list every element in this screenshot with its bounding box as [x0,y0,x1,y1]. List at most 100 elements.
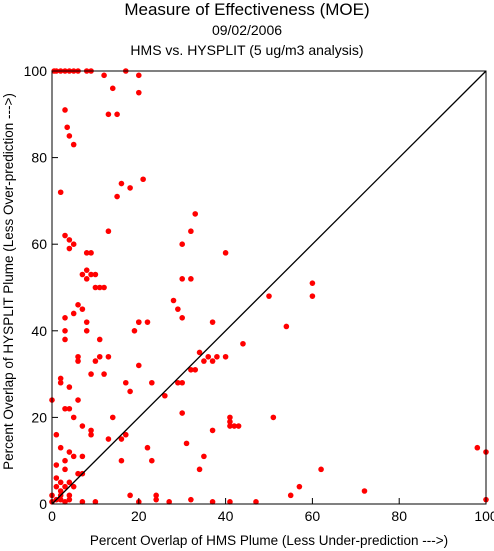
data-point [214,353,220,360]
data-point [209,319,216,325]
data-point [227,499,233,505]
data-point [235,423,242,429]
data-point [287,492,294,499]
data-point [88,250,94,256]
data-point [66,133,73,139]
data-point [179,379,185,386]
data-point [75,353,81,360]
data-point [75,470,81,477]
data-point [66,237,73,243]
data-point [196,466,203,473]
data-point [83,276,90,282]
data-point [57,444,64,451]
data-point [175,306,181,312]
data-point [118,180,125,187]
data-point [83,328,90,334]
data-point [53,431,60,438]
data-point [66,479,73,486]
data-point [361,488,368,494]
data-point [70,414,77,421]
data-point [64,124,70,131]
data-point [127,492,133,499]
data-point [109,414,116,421]
x-tick-label: 60 [305,508,321,524]
data-point [136,319,142,325]
data-point [92,284,99,291]
data-point [196,349,203,356]
data-point [162,392,168,399]
data-point [83,319,90,325]
data-point [222,250,229,256]
data-point [209,499,216,505]
plot-frame [51,70,487,505]
data-point [188,366,194,373]
data-point [105,353,112,360]
data-point [170,297,177,304]
data-point [266,293,272,299]
data-point [127,388,133,395]
data-point [62,315,68,321]
data-point [101,284,107,291]
data-point [53,475,60,481]
data-point [88,427,94,434]
data-point [57,496,64,503]
data-points [49,68,489,505]
x-tick-label: 100 [474,508,494,524]
data-point [192,366,199,373]
x-tick-label: 40 [218,508,234,524]
data-point [79,453,86,460]
data-point [201,453,207,460]
data-point [101,371,107,377]
data-point [105,436,112,442]
data-point [131,328,138,334]
data-point [96,284,103,291]
data-point [88,371,94,377]
data-point [201,358,207,364]
data-point [149,457,155,464]
data-point [83,267,90,273]
data-point [227,423,233,429]
data-point [92,271,99,278]
data-point [227,414,233,421]
data-point [179,315,185,321]
data-point [66,384,73,390]
data-point [83,250,90,256]
data-point [205,353,212,360]
data-point [101,72,107,79]
data-point [57,379,64,386]
data-point [79,499,86,505]
data-point [144,319,151,325]
data-point [209,427,216,434]
data-point [127,185,133,191]
data-point [122,431,129,438]
chart-subtitle: HMS vs. HYSPLIT (5 ug/m3 analysis) [130,42,364,58]
data-point [153,492,159,499]
data-point [175,379,181,386]
data-point [62,466,68,473]
data-point [283,323,290,330]
y-tick-label: 0 [39,496,47,512]
data-point [57,479,64,486]
data-point [79,271,86,278]
data-point [144,444,151,451]
data-point [136,72,142,79]
data-point [70,310,77,317]
data-point [179,241,185,247]
data-point [105,111,112,118]
y-tick-label: 20 [31,409,47,425]
data-point [75,358,81,364]
data-point [231,423,238,429]
data-point [270,414,277,421]
data-point [188,276,194,282]
data-point [96,353,103,360]
y-tick-label: 100 [24,63,48,79]
data-point [79,423,86,429]
y-axis-ticks: 0 20 40 60 80 100 [24,63,58,512]
data-point [240,340,246,347]
chart-title: Measure of Effectiveness (MOE) [124,0,370,19]
data-point [62,232,68,239]
data-point [209,358,216,364]
one-to-one-reference-line [51,70,487,505]
data-point [66,449,73,455]
